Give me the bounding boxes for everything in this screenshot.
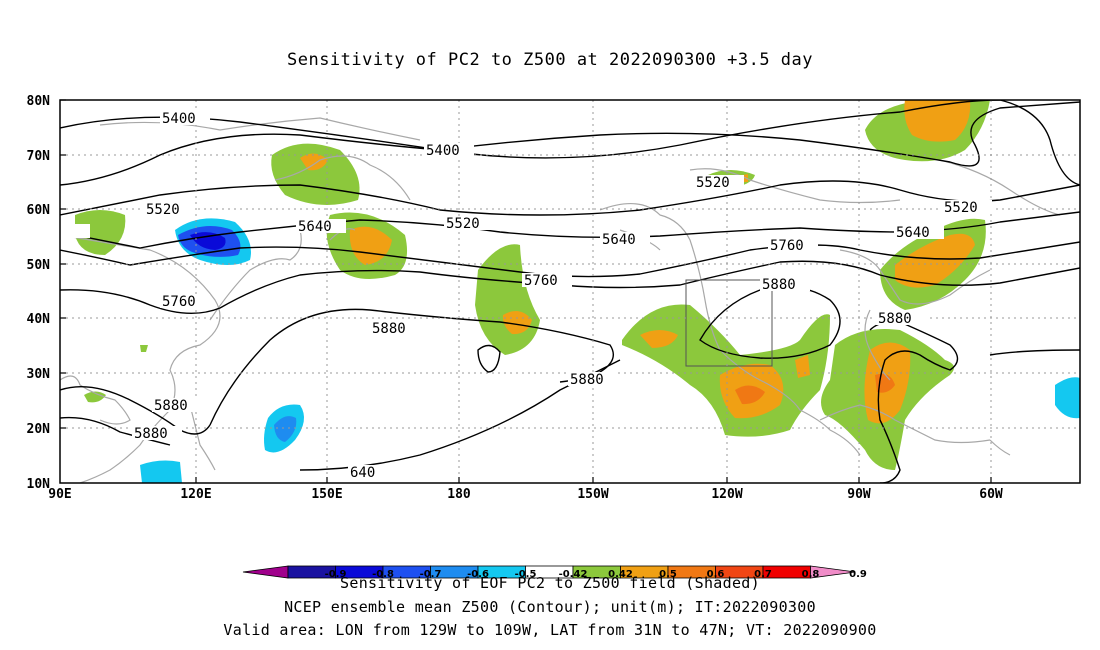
colorbar-label: -0.6 xyxy=(467,569,489,580)
colorbar-label: -0.42 xyxy=(559,569,588,580)
tick-marks xyxy=(60,99,992,483)
colorbar-label: -0.8 xyxy=(372,569,394,580)
contour-label-bg xyxy=(60,111,992,479)
contour-label: 5640 xyxy=(298,219,332,235)
contour-label: 5520 xyxy=(446,216,480,232)
contour-label: 5640 xyxy=(602,232,636,248)
lat-axis: 80N 70N 60N 50N 40N 30N 20N 10N xyxy=(27,94,51,492)
footer-line-2: NCEP ensemble mean Z500 (Contour); unit(… xyxy=(284,598,816,616)
contour-label: 5880 xyxy=(154,398,188,414)
lat-label: 10N xyxy=(27,477,51,492)
colorbar-label: 0.7 xyxy=(754,569,772,580)
lon-axis: 90E 120E 150E 180 150W 120W 90W 60W xyxy=(48,487,1003,502)
lon-label: 180 xyxy=(447,487,471,502)
contour-label: 640 xyxy=(350,465,375,481)
contour-labels: 5400 5400 5520 5520 5520 5520 5640 5640 … xyxy=(134,111,978,481)
footer-line-3: Valid area: LON from 129W to 109W, LAT f… xyxy=(223,621,877,639)
lon-label: 150W xyxy=(577,487,608,502)
contour-label: 5520 xyxy=(696,175,730,191)
contour-label: 5880 xyxy=(762,277,796,293)
contour-label: 5880 xyxy=(134,426,168,442)
shaded-sensitivity xyxy=(75,100,1080,483)
lat-label: 60N xyxy=(27,203,51,218)
contour-label: 5880 xyxy=(570,372,604,388)
lat-label: 20N xyxy=(27,422,51,437)
plot-frame xyxy=(59,99,1081,484)
colorbar-label: 0.42 xyxy=(608,569,633,580)
lat-label: 40N xyxy=(27,312,51,327)
contour-label: 5400 xyxy=(162,111,196,127)
colorbar-label: -0.5 xyxy=(515,569,537,580)
contour-label: 5520 xyxy=(146,202,180,218)
lon-label: 60W xyxy=(979,487,1003,502)
lat-label: 30N xyxy=(27,367,51,382)
valid-area-box xyxy=(685,279,773,367)
contour-label: 5760 xyxy=(162,294,196,310)
colorbar-label: 0.5 xyxy=(659,569,677,580)
contour-label: 5760 xyxy=(524,273,558,289)
contour-label: 5400 xyxy=(426,143,460,159)
lat-label: 50N xyxy=(27,258,51,273)
contour-label: 5640 xyxy=(896,225,930,241)
colorbar-label: -0.7 xyxy=(420,569,442,580)
colorbar-label: 0.9 xyxy=(849,569,867,580)
lat-label: 80N xyxy=(27,94,51,109)
map-title: Sensitivity of PC2 to Z500 at 2022090300… xyxy=(286,50,813,70)
lon-label: 90E xyxy=(48,487,71,502)
colorbar-label: 0.8 xyxy=(802,569,820,580)
contour-label: 5880 xyxy=(878,311,912,327)
contour-label: 5760 xyxy=(770,238,804,254)
lon-label: 90W xyxy=(847,487,871,502)
colorbar-label: 0.6 xyxy=(707,569,725,580)
lon-label: 120W xyxy=(711,487,742,502)
lon-label: 150E xyxy=(311,487,342,502)
lat-label: 70N xyxy=(27,149,51,164)
colorbar-label: -0.9 xyxy=(325,569,347,580)
footer-line-1: Sensitivity of EOF PC2 to Z500 field (Sh… xyxy=(340,574,760,592)
colorbar-arrow-right xyxy=(810,565,856,579)
lon-label: 120E xyxy=(180,487,211,502)
colorbar: -0.9 -0.8 -0.7 -0.6 -0.5 -0.42 0.42 0.5 0.6 0.7 0.… xyxy=(242,565,867,580)
contour-label: 5880 xyxy=(372,321,406,337)
contour-label: 5520 xyxy=(944,200,978,216)
